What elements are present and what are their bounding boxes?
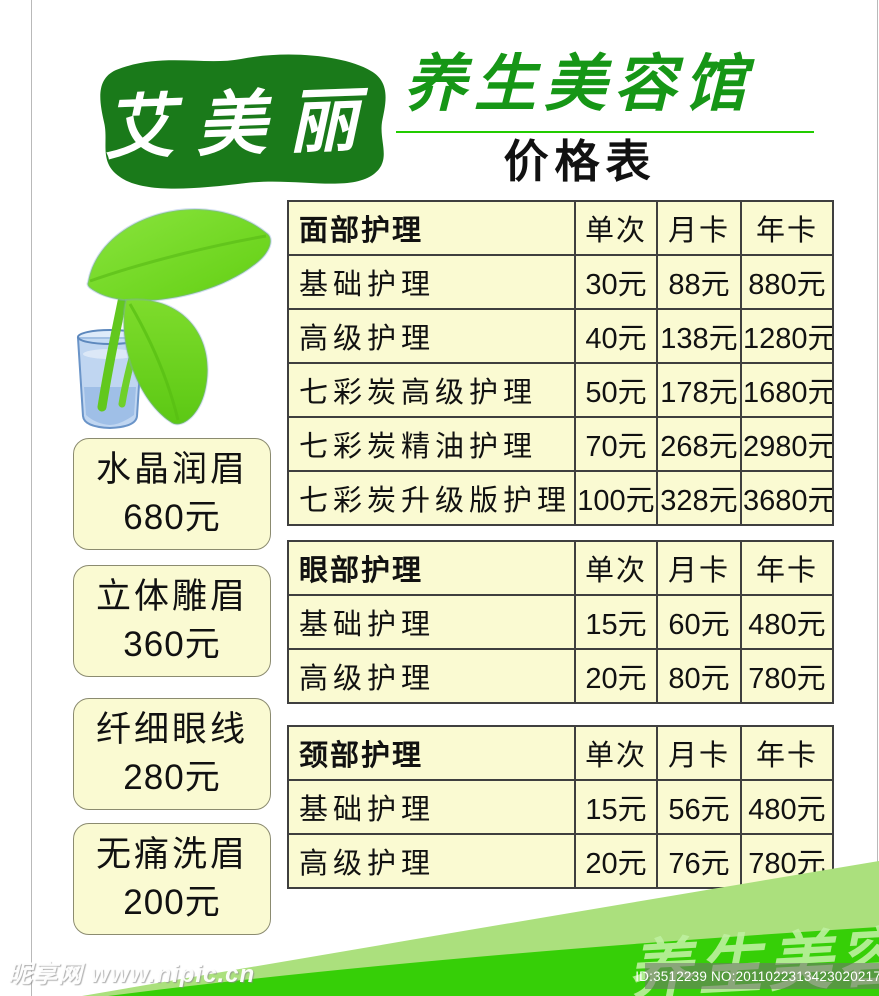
service-name-cell: 高级护理 (287, 308, 576, 364)
price-cell: 880元 (740, 254, 834, 310)
side-item-price: 280元 (123, 758, 221, 797)
salon-name: 养生美容馆 (404, 47, 755, 120)
price-cell: 268元 (656, 416, 742, 472)
logo-blob-shape (100, 54, 386, 189)
page-edge-left-line (31, 0, 32, 996)
page-title: 价格表 (503, 137, 657, 187)
price-cell: 30元 (574, 254, 658, 310)
price-cell: 40元 (574, 308, 658, 364)
service-name-cell: 高级护理 (287, 833, 576, 889)
side-item-price: 360元 (123, 625, 221, 664)
column-header-single: 单次 (574, 200, 658, 256)
service-name-cell: 基础护理 (287, 594, 576, 650)
side-price-box: 无痛洗眉 200元 (73, 823, 271, 935)
side-item-label: 纤细眼线 (95, 709, 248, 749)
side-price-box: 纤细眼线 280元 (73, 698, 271, 810)
table-row: 高级护理 40元 138元 1280元 (287, 308, 834, 364)
service-name-cell: 七彩炭高级护理 (287, 362, 576, 418)
side-price-box: 立体雕眉 360元 (73, 565, 271, 677)
price-cell: 480元 (740, 594, 834, 650)
title-underline (396, 131, 814, 133)
price-cell: 50元 (574, 362, 658, 418)
price-cell: 178元 (656, 362, 742, 418)
column-header-year: 年卡 (740, 540, 834, 596)
table-row: 七彩炭高级护理 50元 178元 1680元 (287, 362, 834, 418)
price-cell: 76元 (656, 833, 742, 889)
side-item-label: 立体雕眉 (95, 576, 248, 616)
table-header-row: 面部护理 单次 月卡 年卡 (287, 200, 834, 256)
side-item-label: 无痛洗眉 (95, 834, 248, 874)
price-cell: 780元 (740, 833, 834, 889)
side-price-box: 水晶润眉 680元 (73, 438, 271, 550)
price-cell: 1280元 (740, 308, 834, 364)
price-cell: 480元 (740, 779, 834, 835)
side-item-price: 680元 (123, 498, 221, 537)
column-header-month: 月卡 (656, 200, 742, 256)
table-row: 基础护理 15元 56元 480元 (287, 779, 834, 835)
category-cell: 颈部护理 (287, 725, 576, 781)
category-cell: 眼部护理 (287, 540, 576, 596)
table-row: 基础护理 30元 88元 880元 (287, 254, 834, 310)
column-header-month: 月卡 (656, 540, 742, 596)
table-row: 七彩炭精油护理 70元 268元 2980元 (287, 416, 834, 472)
price-table-facial: 面部护理 单次 月卡 年卡 基础护理 30元 88元 880元 高级护理 40元… (287, 200, 834, 526)
service-name-cell: 基础护理 (287, 779, 576, 835)
price-cell: 20元 (574, 833, 658, 889)
price-cell: 88元 (656, 254, 742, 310)
logo-text: 艾美丽 (102, 77, 382, 170)
plant-photo (76, 208, 272, 430)
table-row: 高级护理 20元 80元 780元 (287, 648, 834, 704)
service-name-cell: 七彩炭升级版护理 (287, 470, 576, 526)
table-row: 高级护理 20元 76元 780元 (287, 833, 834, 889)
id-badge: ID:3512239 NO:20110223134230202176 (635, 963, 879, 989)
price-cell: 138元 (656, 308, 742, 364)
table-row: 基础护理 15元 60元 480元 (287, 594, 834, 650)
price-cell: 56元 (656, 779, 742, 835)
price-cell: 70元 (574, 416, 658, 472)
price-cell: 15元 (574, 594, 658, 650)
table-row: 七彩炭升级版护理 100元 328元 3680元 (287, 470, 834, 526)
service-name-cell: 高级护理 (287, 648, 576, 704)
price-table-eye: 眼部护理 单次 月卡 年卡 基础护理 15元 60元 480元 高级护理 20元… (287, 540, 834, 704)
price-cell: 80元 (656, 648, 742, 704)
table-header-row: 颈部护理 单次 月卡 年卡 (287, 725, 834, 781)
column-header-month: 月卡 (656, 725, 742, 781)
service-name-cell: 七彩炭精油护理 (287, 416, 576, 472)
column-header-single: 单次 (574, 540, 658, 596)
column-header-single: 单次 (574, 725, 658, 781)
page-edge-right-line (877, 0, 878, 996)
price-cell: 100元 (574, 470, 658, 526)
service-name-cell: 基础护理 (287, 254, 576, 310)
price-cell: 60元 (656, 594, 742, 650)
price-cell: 15元 (574, 779, 658, 835)
price-cell: 328元 (656, 470, 742, 526)
nipic-watermark: 昵享网 www.nipic.cn (8, 961, 256, 988)
price-cell: 3680元 (740, 470, 834, 526)
side-item-label: 水晶润眉 (95, 449, 248, 489)
column-header-year: 年卡 (740, 200, 834, 256)
column-header-year: 年卡 (740, 725, 834, 781)
category-cell: 面部护理 (287, 200, 576, 256)
price-cell: 2980元 (740, 416, 834, 472)
price-table-neck: 颈部护理 单次 月卡 年卡 基础护理 15元 56元 480元 高级护理 20元… (287, 725, 834, 889)
price-cell: 780元 (740, 648, 834, 704)
price-cell: 1680元 (740, 362, 834, 418)
side-item-price: 200元 (123, 883, 221, 922)
price-cell: 20元 (574, 648, 658, 704)
table-header-row: 眼部护理 单次 月卡 年卡 (287, 540, 834, 596)
